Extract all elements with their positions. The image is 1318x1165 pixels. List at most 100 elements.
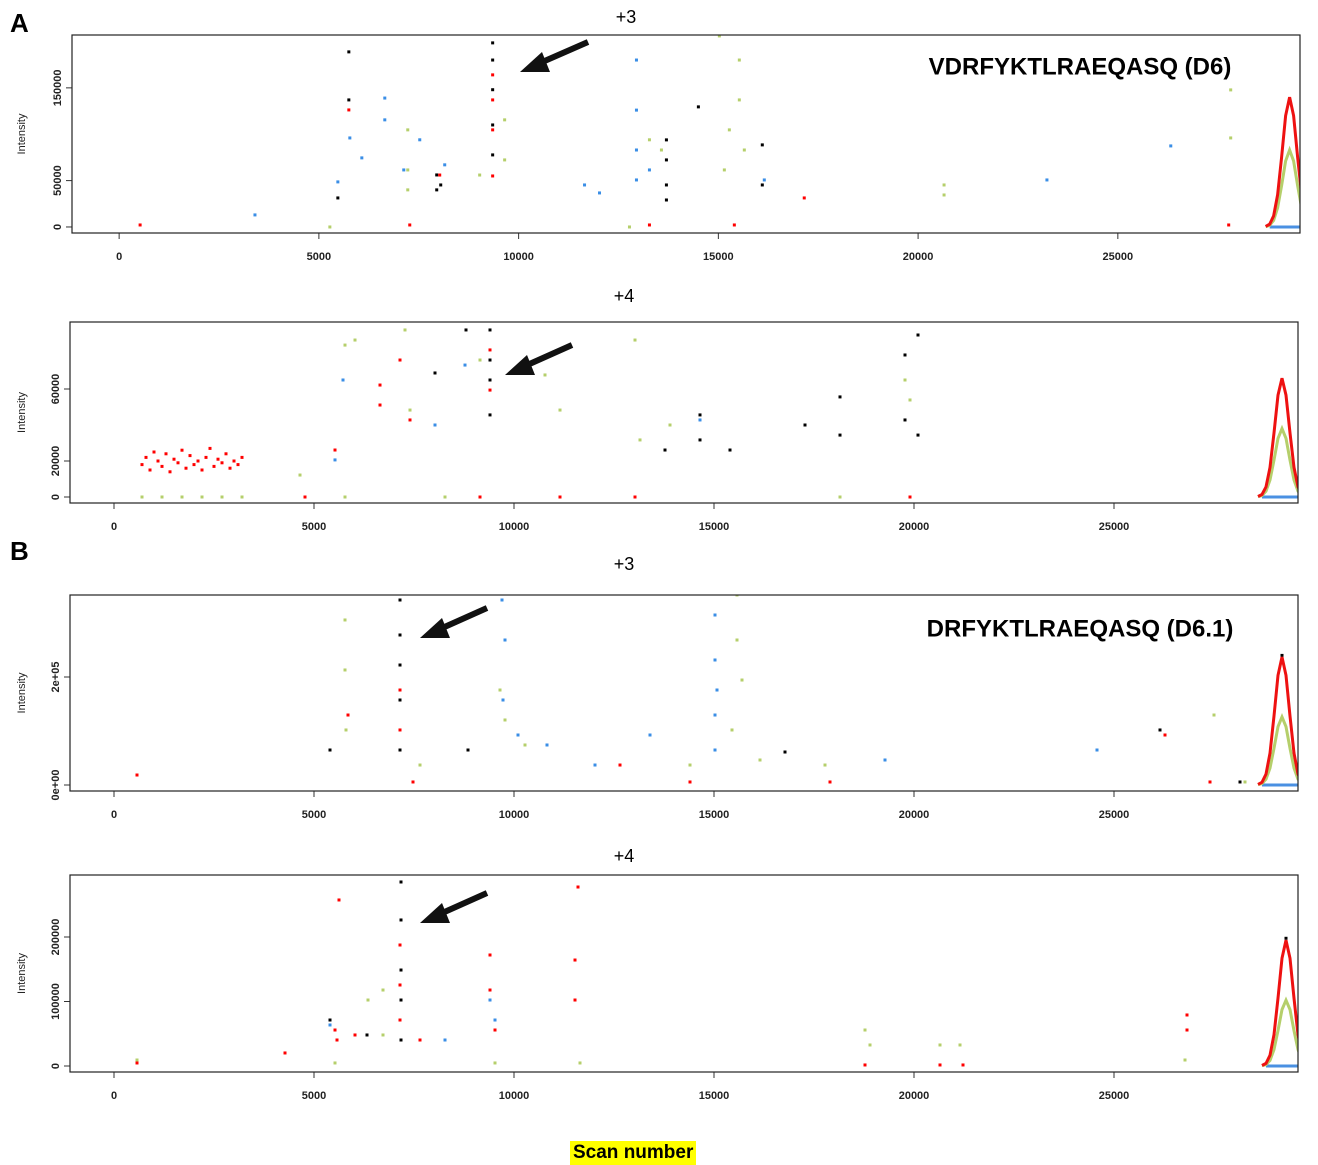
point bbox=[740, 678, 744, 682]
point bbox=[216, 457, 220, 461]
point bbox=[573, 998, 577, 1002]
point bbox=[698, 438, 702, 442]
point bbox=[942, 193, 946, 197]
point bbox=[443, 495, 447, 499]
peak-line bbox=[1257, 377, 1298, 498]
point bbox=[378, 403, 382, 407]
point bbox=[1280, 653, 1284, 657]
point bbox=[398, 688, 402, 692]
point bbox=[558, 408, 562, 412]
y-tick-label: 150000 bbox=[52, 70, 64, 107]
point bbox=[627, 225, 631, 229]
point bbox=[715, 688, 719, 692]
point bbox=[406, 188, 410, 192]
point bbox=[664, 158, 668, 162]
point bbox=[383, 96, 387, 100]
point bbox=[398, 748, 402, 752]
point bbox=[220, 495, 224, 499]
point bbox=[435, 173, 439, 177]
point bbox=[303, 495, 307, 499]
point bbox=[543, 373, 547, 377]
point bbox=[399, 880, 403, 884]
point bbox=[406, 168, 410, 172]
point bbox=[399, 998, 403, 1002]
x-tick-label: 5000 bbox=[307, 251, 331, 263]
point bbox=[366, 998, 370, 1002]
point bbox=[493, 1018, 497, 1022]
point bbox=[647, 168, 651, 172]
point bbox=[668, 423, 672, 427]
peak-line bbox=[1261, 939, 1298, 1067]
point bbox=[760, 143, 764, 147]
arrow bbox=[523, 342, 574, 369]
point bbox=[516, 733, 520, 737]
point bbox=[208, 446, 212, 450]
point bbox=[863, 1063, 867, 1067]
point bbox=[1183, 1058, 1187, 1062]
plot-area bbox=[140, 328, 1298, 499]
point bbox=[228, 466, 232, 470]
point bbox=[737, 98, 741, 102]
plot-area bbox=[135, 595, 1298, 787]
y-tick-label: 0 bbox=[50, 494, 62, 500]
y-tick-label: 50000 bbox=[52, 165, 64, 196]
plot-frame bbox=[71, 34, 1301, 234]
x-tick-label: 25000 bbox=[1103, 251, 1134, 263]
point bbox=[328, 748, 332, 752]
point bbox=[493, 1061, 497, 1065]
point bbox=[333, 1061, 337, 1065]
point bbox=[713, 748, 717, 752]
point bbox=[503, 718, 507, 722]
point bbox=[240, 495, 244, 499]
point bbox=[713, 658, 717, 662]
point bbox=[828, 780, 832, 784]
point bbox=[488, 988, 492, 992]
point bbox=[501, 698, 505, 702]
point bbox=[347, 98, 351, 102]
point bbox=[593, 763, 597, 767]
point bbox=[298, 473, 302, 477]
point bbox=[353, 338, 357, 342]
point bbox=[478, 358, 482, 362]
point bbox=[333, 1028, 337, 1032]
chart-title: +3 bbox=[616, 7, 637, 27]
plot-area bbox=[138, 35, 1300, 229]
point bbox=[232, 459, 236, 463]
point bbox=[398, 598, 402, 602]
point bbox=[328, 1018, 332, 1022]
y-tick-label: 60000 bbox=[50, 374, 62, 405]
point bbox=[433, 423, 437, 427]
point bbox=[1208, 780, 1212, 784]
point bbox=[634, 148, 638, 152]
point bbox=[942, 183, 946, 187]
y-tick-label: 0 bbox=[52, 224, 64, 230]
x-tick-label: 5000 bbox=[302, 809, 326, 821]
point bbox=[498, 688, 502, 692]
point bbox=[803, 423, 807, 427]
point bbox=[491, 123, 495, 127]
point bbox=[1185, 1013, 1189, 1017]
point bbox=[1284, 936, 1288, 940]
point bbox=[903, 378, 907, 382]
point bbox=[435, 188, 439, 192]
point bbox=[204, 455, 208, 459]
arrow bbox=[438, 890, 489, 917]
chart-title: +4 bbox=[614, 286, 635, 306]
point bbox=[403, 328, 407, 332]
point bbox=[503, 118, 507, 122]
point bbox=[823, 763, 827, 767]
point bbox=[408, 408, 412, 412]
point bbox=[168, 470, 172, 474]
x-tick-label: 10000 bbox=[499, 521, 530, 533]
point bbox=[647, 138, 651, 142]
point bbox=[378, 383, 382, 387]
x-tick-label: 10000 bbox=[499, 809, 530, 821]
point bbox=[802, 196, 806, 200]
point bbox=[916, 433, 920, 437]
point bbox=[343, 668, 347, 672]
point bbox=[381, 988, 385, 992]
y-axis-title: Intensity bbox=[16, 113, 28, 154]
point bbox=[398, 983, 402, 987]
point bbox=[742, 148, 746, 152]
